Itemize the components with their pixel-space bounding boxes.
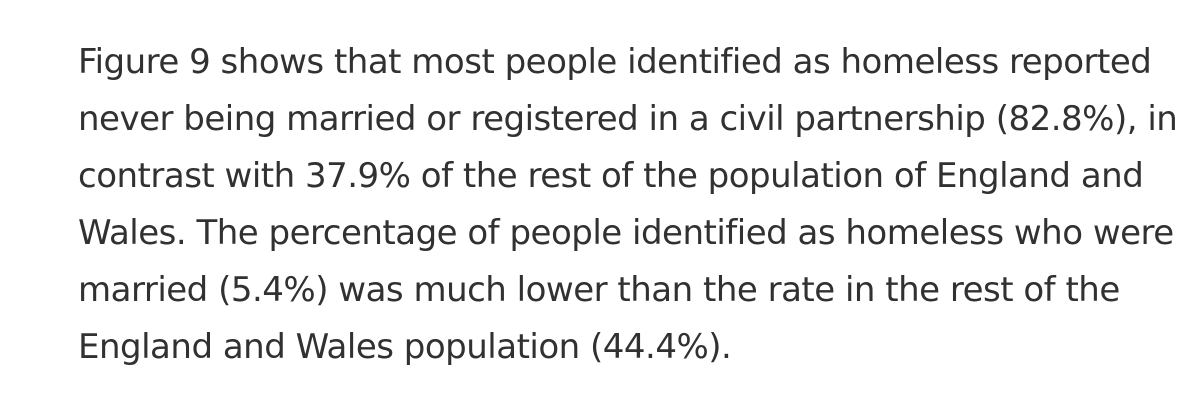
paragraph-line: never being married or registered in a c… xyxy=(78,99,1178,139)
paragraph-line: contrast with 37.9% of the rest of the p… xyxy=(78,156,1144,196)
paragraph-line: Wales. The percentage of people identifi… xyxy=(78,213,1174,253)
paragraph-line: married (5.4%) was much lower than the r… xyxy=(78,270,1120,310)
body-paragraph: Figure 9 shows that most people identifi… xyxy=(78,34,1188,376)
paragraph-line: England and Wales population (44.4%). xyxy=(78,327,732,367)
paragraph-line: Figure 9 shows that most people identifi… xyxy=(78,42,1152,82)
